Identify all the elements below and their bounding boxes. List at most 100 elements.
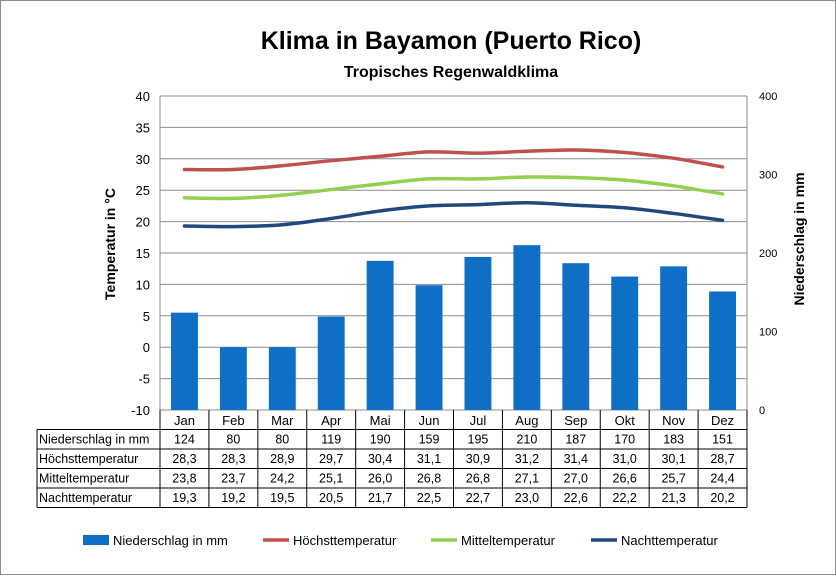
table-category-label: Sep: [564, 413, 587, 428]
table-cell: 26,8: [466, 472, 490, 486]
table-row-label: Mitteltemperatur: [39, 472, 129, 486]
precipitation-bar: [219, 347, 247, 410]
table-cell: 28,3: [172, 452, 196, 466]
table-cell: 22,6: [564, 491, 588, 505]
y-tick-label: 0: [143, 340, 150, 355]
precipitation-bar: [464, 256, 492, 410]
gridlines: [159, 95, 748, 411]
table-cell: 21,3: [661, 491, 685, 505]
chart-title: Klima in Bayamon (Puerto Rico): [261, 27, 642, 55]
table-cell: 28,3: [221, 452, 245, 466]
y-tick-label: -10: [131, 403, 150, 418]
table-category-label: Mar: [271, 413, 294, 428]
y-tick-label: 40: [136, 89, 150, 104]
table-cell: 23,0: [515, 491, 539, 505]
precipitation-bar: [268, 347, 296, 410]
y-axis-ticks: 40 35 30 25 20 15 10 5 0 -5 -10: [131, 89, 150, 418]
table-cell: 22,2: [613, 491, 637, 505]
table-cell: 31,1: [417, 452, 441, 466]
table-cell: 195: [468, 433, 489, 447]
series-line-mitteltemperatur: [182, 175, 725, 201]
table-cell: 19,3: [172, 491, 196, 505]
y-tick-label: 5: [143, 309, 150, 324]
table-cell: 80: [226, 433, 240, 447]
table-cell: 31,4: [564, 452, 588, 466]
table-cell: 23,7: [221, 472, 245, 486]
table-cell: 19,2: [221, 491, 245, 505]
table-category-label: Apr: [321, 413, 342, 428]
table-cell: 30,4: [368, 452, 392, 466]
y-tick-label: 15: [136, 246, 150, 261]
precipitation-bar: [366, 260, 394, 410]
table-cell: 26,6: [613, 472, 637, 486]
series-line-h-chsttemperatur: [182, 148, 725, 172]
y-tick-label: 20: [136, 215, 150, 230]
temperature-lines: [182, 148, 725, 229]
precipitation-bar: [171, 312, 198, 410]
precipitation-bar: [709, 291, 736, 410]
table-category-label: Aug: [515, 413, 538, 428]
precipitation-bar: [660, 266, 688, 410]
table-cell: 20,2: [710, 491, 734, 505]
precipitation-bars: [171, 245, 736, 410]
legend-label: Höchsttemperatur: [293, 533, 397, 548]
table-cell: 190: [370, 433, 391, 447]
table-cell: 31,0: [613, 452, 637, 466]
table-cell: 159: [419, 433, 440, 447]
table-cell: 27,0: [564, 472, 588, 486]
table-cell: 27,1: [515, 472, 539, 486]
table-row-label: Höchsttemperatur: [39, 452, 138, 466]
precipitation-bar: [317, 316, 345, 410]
y-axis-label: Temperatur in °C: [102, 188, 118, 300]
table-category-label: Nov: [662, 413, 686, 428]
table-category-label: Dez: [711, 413, 734, 428]
table-cell: 151: [712, 433, 733, 447]
precipitation-bar: [611, 276, 639, 410]
legend-label: Mitteltemperatur: [461, 533, 556, 548]
table-cell: 22,7: [466, 491, 490, 505]
table-category-label: Jan: [174, 413, 195, 428]
y2-tick-label: 100: [759, 327, 777, 339]
table-cell: 24,4: [710, 472, 734, 486]
y-tick-label: 35: [136, 120, 150, 135]
table-cell: 28,9: [270, 452, 294, 466]
chart-subtitle: Tropisches Regenwaldklima: [344, 64, 558, 81]
table-cell: 25,7: [661, 472, 685, 486]
y2-tick-label: 300: [759, 170, 777, 182]
y2-tick-label: 200: [759, 248, 777, 260]
y-tick-label: 30: [136, 152, 150, 167]
table-cell: 26,8: [417, 472, 441, 486]
table-category-label: Jun: [419, 413, 440, 428]
table-cell: 187: [565, 433, 586, 447]
precipitation-bar: [513, 245, 541, 410]
table-cell: 30,9: [466, 452, 490, 466]
precipitation-bar: [415, 285, 443, 410]
table-cell: 26,0: [368, 472, 392, 486]
legend-label: Nachttemperatur: [621, 533, 718, 548]
data-table: Jan Feb Mar Apr Mai Jun Jul Aug Sep Okt Nov Dez Nied…: [36, 410, 748, 508]
precipitation-bar: [562, 263, 590, 410]
y2-tick-label: 0: [759, 405, 765, 417]
table-cell: 80: [275, 433, 289, 447]
table-cell: 28,7: [710, 452, 734, 466]
table-category-label: Mai: [370, 413, 391, 428]
legend: Niederschlag in mm Höchsttemperatur Mittel…: [83, 533, 718, 548]
legend-label: Niederschlag in mm: [113, 533, 228, 548]
table-cell: 119: [321, 433, 341, 447]
table-cell: 25,1: [319, 472, 343, 486]
table-cell: 29,7: [319, 452, 343, 466]
legend-swatch: [83, 535, 109, 545]
table-cell: 23,8: [172, 472, 196, 486]
y2-tick-label: 400: [759, 91, 777, 103]
table-cell: 19,5: [270, 491, 294, 505]
table-category-label: Jul: [470, 413, 487, 428]
table-cell: 170: [614, 433, 635, 447]
y-tick-label: 10: [136, 277, 150, 292]
table-cell: 21,7: [368, 491, 392, 505]
table-row-label: Niederschlag in mm: [39, 433, 149, 447]
table-row-label: Nachttemperatur: [39, 491, 132, 505]
table-cell: 210: [516, 433, 537, 447]
table-cell: 124: [174, 433, 195, 447]
